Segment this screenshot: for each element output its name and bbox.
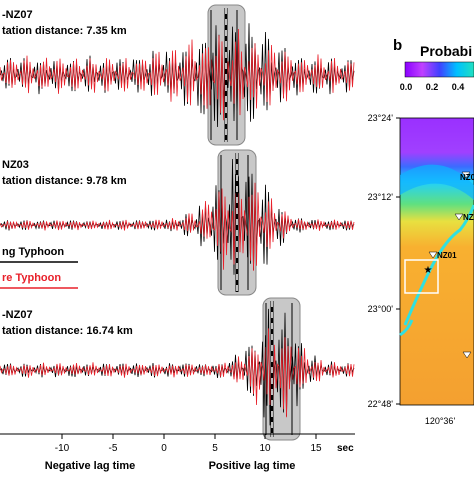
station-label: NZ0: [460, 173, 474, 182]
zoom-box: [404, 259, 439, 294]
waveform: [0, 182, 355, 275]
x-label: Positive lag time: [209, 460, 296, 472]
map-title: Probabi: [420, 43, 472, 59]
waveform: [0, 28, 355, 121]
star: ★: [424, 265, 433, 276]
map-band: [400, 164, 474, 200]
station-distance: tation distance: 16.74 km: [2, 325, 133, 337]
station-distance: tation distance: 9.78 km: [2, 175, 127, 187]
x-tick-label: 15: [310, 443, 322, 454]
lat-tick: 23°24': [368, 113, 394, 123]
river: [399, 319, 414, 337]
waveform: [0, 328, 355, 418]
x-tick-label: 10: [259, 443, 271, 454]
colorbar-tick: 0.2: [426, 82, 439, 92]
x-tick-label: 0: [161, 443, 167, 454]
station-name: -NZ07: [2, 309, 33, 321]
lat-tick: 23°00': [368, 304, 394, 314]
x-tick-label: -5: [109, 443, 118, 454]
colorbar: [404, 61, 474, 78]
panel-label: b: [393, 37, 402, 54]
station-label: NZ: [463, 213, 474, 222]
station-markers: [428, 171, 472, 359]
colorbar-tick: 0.0: [400, 82, 413, 92]
panel-a: -NZ07 tation distance: 7.35 km NZ03 tation …: [0, 4, 355, 472]
station-label: NZ01: [437, 251, 457, 260]
lat-tick: 22°48': [368, 399, 394, 409]
x-unit: sec: [337, 443, 354, 454]
lon-tick: 120°36': [425, 416, 456, 426]
station-name: -NZ07: [2, 9, 33, 21]
map: [399, 117, 474, 406]
station-name: NZ03: [2, 159, 29, 171]
x-label: Negative lag time: [45, 460, 135, 472]
legend-entry: re Typhoon: [2, 272, 61, 284]
x-tick-label: 5: [212, 443, 218, 454]
lat-tick: 23°12': [368, 192, 394, 202]
colorbar-tick: 0.4: [452, 82, 465, 92]
station-distance: tation distance: 7.35 km: [2, 25, 127, 37]
panel-b: ★ b Probabi 0.0 0.2 0.4 23°24' 23°12' 23°00' 22°…: [368, 37, 474, 426]
x-tick-label: -10: [55, 443, 70, 454]
legend-entry: ng Typhoon: [2, 246, 64, 258]
